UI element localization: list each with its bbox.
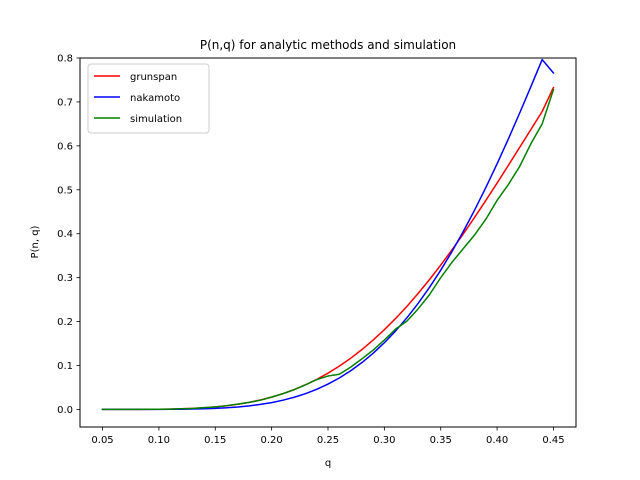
chart-title: P(n,q) for analytic methods and simulati… [200, 38, 456, 52]
y-axis-label: P(n, q) [30, 225, 41, 258]
x-tick-label: 0.25 [317, 435, 339, 446]
legend-label-grunspan: grunspan [130, 72, 177, 83]
x-tick-label: 0.05 [91, 435, 113, 446]
series-line-simulation [101, 88, 555, 411]
legend-label-nakamoto: nakamoto [130, 93, 180, 104]
legend-box [87, 63, 210, 134]
y-tick-label: 0.6 [57, 141, 73, 152]
x-tick-label: 0.10 [148, 435, 170, 446]
x-axis: 0.05 0.10 0.15 0.20 0.25 0.30 0.35 0.40 0.45 [91, 427, 565, 446]
x-tick-label: 0.40 [486, 435, 508, 446]
legend: grunspan nakamoto simulation [87, 63, 210, 134]
y-tick-label: 0.5 [57, 185, 73, 196]
x-tick-label: 0.30 [373, 435, 395, 446]
y-axis: 0.0 0.1 0.2 0.3 0.4 0.5 0.6 0.7 0.8 [57, 54, 80, 416]
x-tick-label: 0.35 [430, 435, 452, 446]
y-tick-label: 0.2 [57, 317, 73, 328]
x-axis-label: q [325, 458, 331, 469]
plot-area [101, 58, 555, 411]
y-tick-label: 0.1 [57, 361, 73, 372]
legend-label-simulation: simulation [130, 114, 182, 125]
x-tick-label: 0.45 [542, 435, 564, 446]
x-tick-label: 0.20 [261, 435, 283, 446]
y-tick-label: 0.4 [57, 229, 73, 240]
y-tick-label: 0.8 [57, 54, 73, 65]
y-tick-label: 0.7 [57, 97, 73, 108]
y-tick-label: 0.0 [57, 405, 73, 416]
x-tick-label: 0.15 [204, 435, 226, 446]
y-tick-label: 0.3 [57, 273, 73, 284]
